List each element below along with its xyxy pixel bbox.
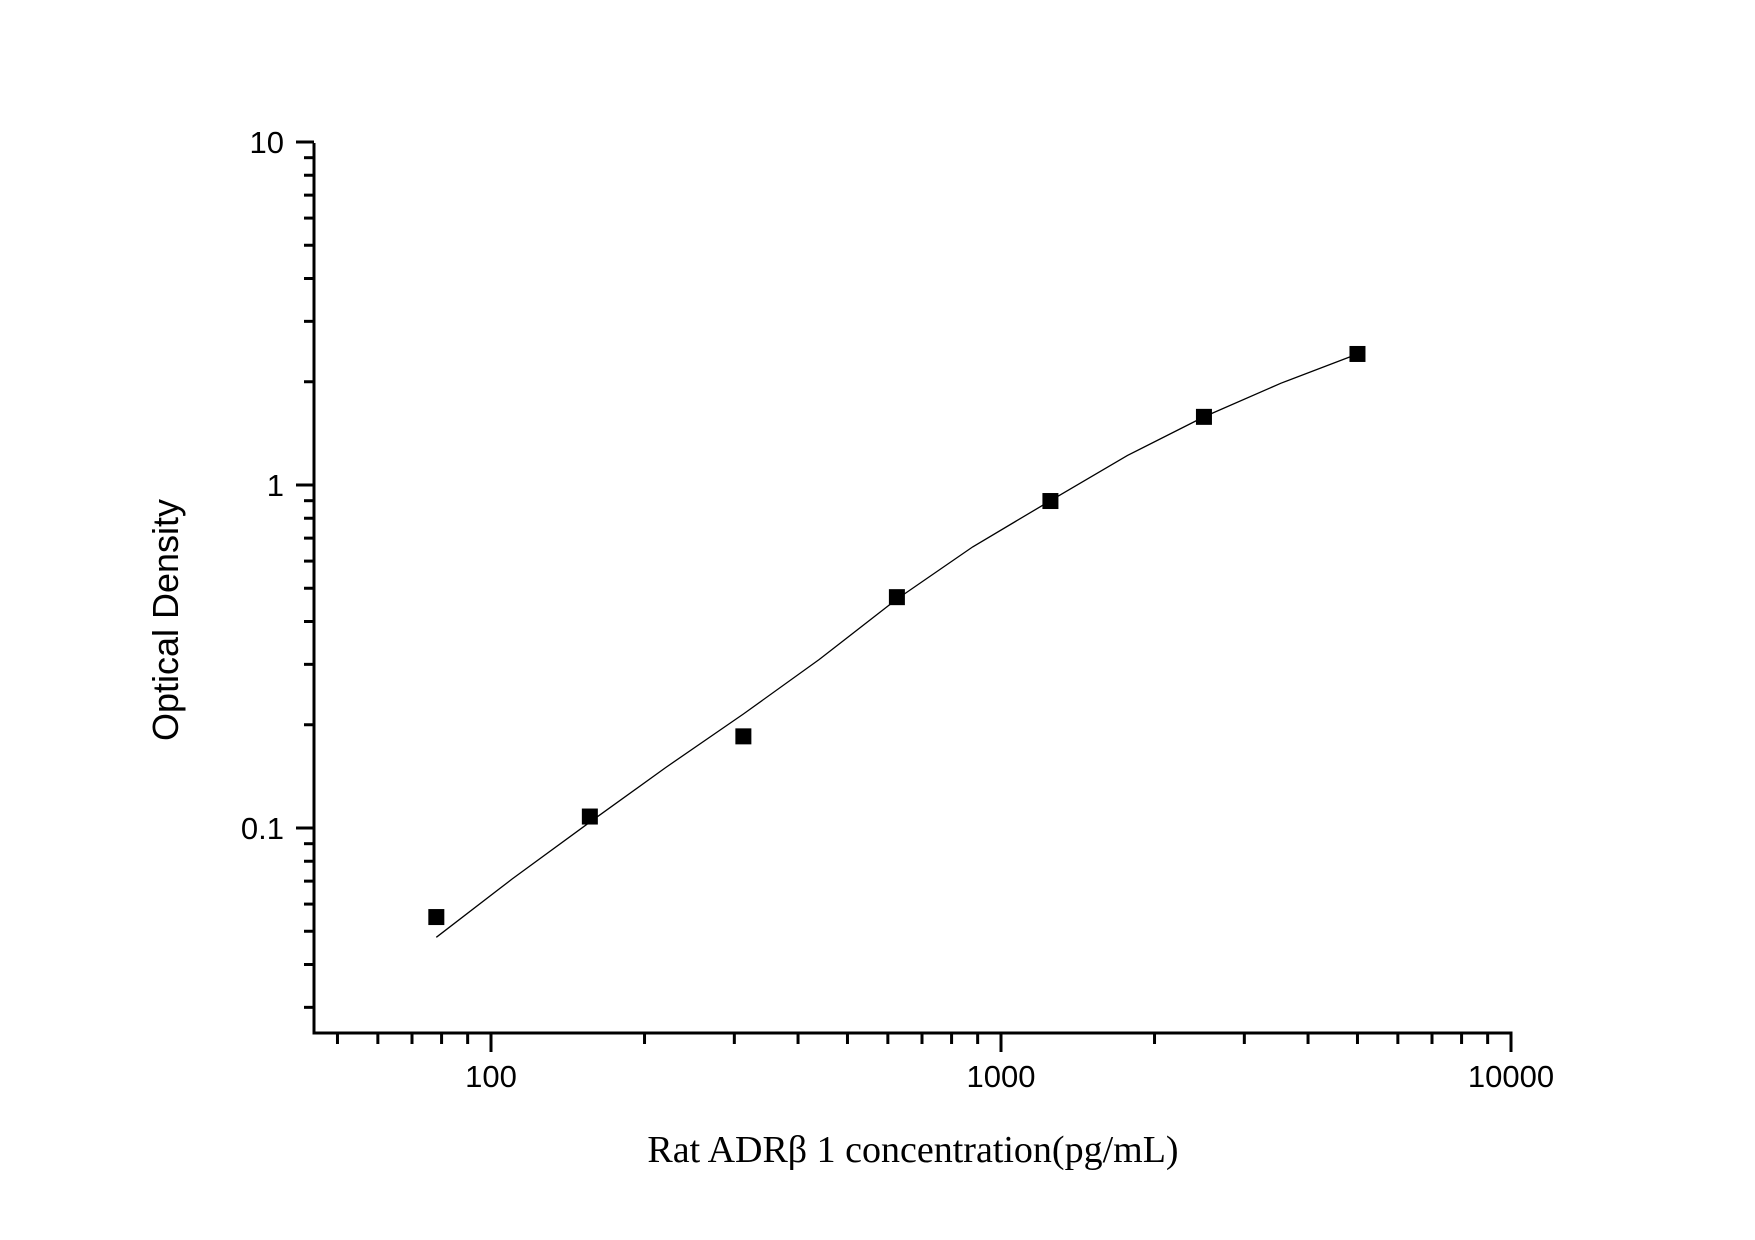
data-point-marker bbox=[1195, 408, 1212, 425]
data-point-marker bbox=[581, 808, 598, 825]
fit-line bbox=[435, 353, 1358, 938]
fitted-curve bbox=[435, 353, 1358, 938]
data-point-marker bbox=[1042, 493, 1059, 510]
data-points bbox=[428, 345, 1366, 926]
data-point-marker bbox=[428, 909, 445, 926]
axis-labels: Rat ADRβ 1 concentration(pg/mL) Optical … bbox=[145, 499, 1179, 1171]
y-tick-label: 10 bbox=[250, 125, 284, 160]
data-point-marker bbox=[735, 728, 752, 745]
axes: 0.1 1 10 100 1000 10000 bbox=[241, 125, 1554, 1094]
y-axis-title: Optical Density bbox=[145, 499, 186, 741]
data-point-marker bbox=[1349, 345, 1366, 362]
data-point-marker bbox=[888, 589, 905, 606]
x-tick-label: 1000 bbox=[967, 1059, 1036, 1094]
y-tick-label: 1 bbox=[267, 468, 284, 503]
x-tick-label: 10000 bbox=[1468, 1059, 1554, 1094]
y-tick-label: 0.1 bbox=[241, 811, 284, 846]
x-axis-title: Rat ADRβ 1 concentration(pg/mL) bbox=[647, 1129, 1178, 1171]
x-tick-label: 100 bbox=[465, 1059, 517, 1094]
